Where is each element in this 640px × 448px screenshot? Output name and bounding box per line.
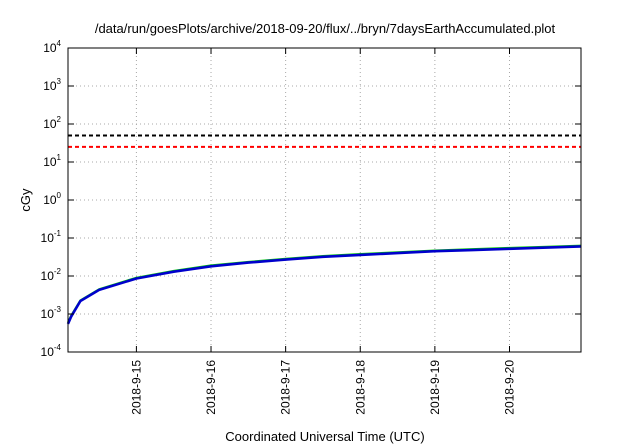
y-tick-base: 10 bbox=[43, 41, 57, 55]
chart-title: /data/run/goesPlots/archive/2018-09-20/f… bbox=[95, 21, 556, 36]
y-tick-base: 10 bbox=[41, 269, 55, 283]
y-tick-exponent: -3 bbox=[54, 305, 62, 314]
y-axis-label: cGy bbox=[18, 188, 33, 212]
y-tick-base: 10 bbox=[43, 79, 57, 93]
y-tick-exponent: -1 bbox=[54, 229, 62, 238]
y-tick-exponent: -4 bbox=[54, 343, 62, 352]
y-tick-base: 10 bbox=[43, 193, 57, 207]
series-group bbox=[66, 244, 582, 325]
x-tick-label: 2018-9-16 bbox=[204, 360, 218, 415]
reference-lines bbox=[68, 134, 581, 148]
x-axis-ticks: 2018-9-15 2018-9-16 2018-9-17 2018-9-18 2018… bbox=[129, 48, 516, 415]
y-tick-exponent: 4 bbox=[57, 39, 62, 48]
y-tick-base: 10 bbox=[41, 231, 55, 245]
series-line-2 bbox=[66, 245, 582, 325]
y-tick-base: 10 bbox=[41, 345, 55, 359]
y-tick-base: 10 bbox=[41, 307, 55, 321]
y-tick-exponent: -2 bbox=[54, 267, 62, 276]
x-tick-label: 2018-9-15 bbox=[129, 360, 143, 415]
y-tick-label: 102 bbox=[43, 115, 61, 131]
y-tick-base: 10 bbox=[43, 117, 57, 131]
y-tick-label: 10-4 bbox=[41, 343, 62, 359]
y-tick-exponent: 3 bbox=[57, 77, 62, 86]
x-axis-label: Coordinated Universal Time (UTC) bbox=[225, 429, 424, 444]
y-tick-label: 101 bbox=[43, 153, 61, 169]
x-tick-label: 2018-9-17 bbox=[279, 360, 293, 415]
y-tick-label: 10-3 bbox=[41, 305, 62, 321]
x-tick-label: 2018-9-20 bbox=[502, 360, 516, 415]
x-tick-label: 2018-9-19 bbox=[428, 360, 442, 415]
y-tick-exponent: 0 bbox=[57, 191, 62, 200]
y-tick-base: 10 bbox=[43, 155, 57, 169]
y-tick-label: 10-2 bbox=[41, 267, 62, 283]
grid bbox=[68, 48, 581, 352]
y-tick-label: 10-1 bbox=[41, 229, 62, 245]
y-tick-label: 103 bbox=[43, 77, 61, 93]
y-tick-label: 104 bbox=[43, 39, 61, 55]
y-tick-exponent: 1 bbox=[57, 153, 62, 162]
y-tick-label: 100 bbox=[43, 191, 61, 207]
y-tick-exponent: 2 bbox=[57, 115, 62, 124]
x-tick-label: 2018-9-18 bbox=[353, 360, 367, 415]
